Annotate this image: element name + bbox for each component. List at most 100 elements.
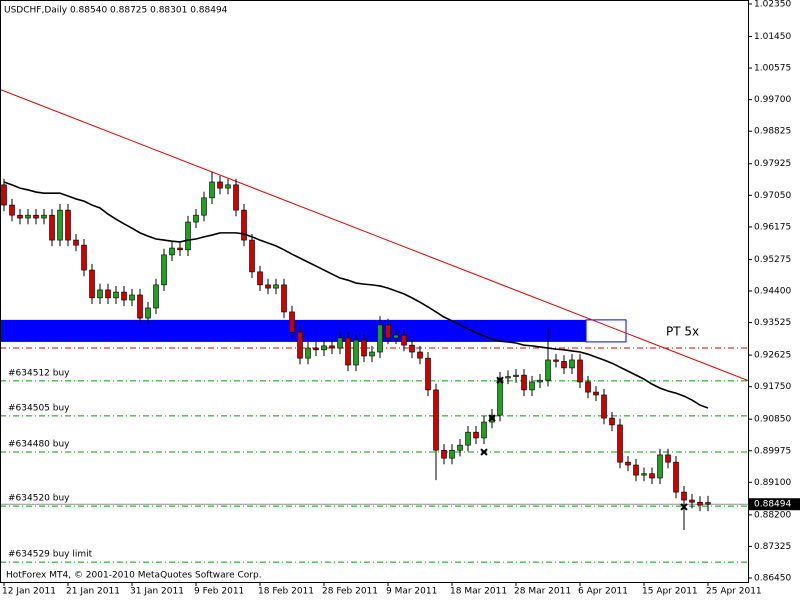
candle-body [297, 331, 303, 359]
y-tick-label: 0.88200 [754, 510, 791, 520]
candle-body [681, 491, 687, 501]
candle-body [609, 417, 615, 426]
candle-body [673, 461, 679, 493]
candle-body [345, 337, 351, 366]
candle-body [25, 214, 31, 219]
footer: HotForex MT4, © 2001-2010 MetaQuotes Sof… [6, 571, 262, 581]
candle-body [697, 501, 703, 506]
order-label: #634505 buy [8, 403, 70, 413]
candle-body [185, 221, 191, 251]
y-tick-label: 0.91750 [754, 382, 791, 392]
trendline [1, 89, 748, 382]
candle-body [665, 454, 671, 463]
trade-marker [480, 448, 488, 456]
candle-body [137, 294, 143, 319]
candle-body [705, 502, 711, 505]
y-tick-label: 1.02350 [754, 0, 791, 9]
x-tick-label: 18 Feb 2011 [258, 587, 314, 597]
zone-outline [585, 319, 627, 343]
candle-body [353, 339, 359, 366]
candle-body [369, 351, 375, 357]
candle-body [537, 379, 543, 383]
candle-body [617, 424, 623, 463]
candle-body [417, 351, 423, 359]
y-tick-label: 1.00575 [754, 64, 791, 74]
candle-body [113, 291, 119, 299]
candle-body [89, 269, 95, 299]
x-tick-label: 18 Mar 2011 [450, 587, 507, 597]
y-tick-label: 0.96175 [754, 222, 791, 232]
candle-body [201, 197, 207, 216]
candle-body [329, 345, 335, 349]
plot-area [1, 89, 748, 563]
y-tick-label: 0.92625 [754, 351, 791, 361]
candle-body [361, 339, 367, 357]
candle-body [441, 449, 447, 459]
candle-body [529, 381, 535, 391]
candle-body [321, 345, 327, 351]
candle-body [57, 209, 63, 241]
candle-body [561, 361, 567, 369]
candle-body [65, 209, 71, 241]
candle-body [657, 454, 663, 479]
candle-body [193, 214, 199, 223]
order-label: #634520 buy [8, 494, 70, 504]
candle-body [433, 389, 439, 451]
order-label: #634529 buy limit [8, 550, 93, 560]
candle-body [313, 347, 319, 351]
candle-body [209, 181, 215, 199]
candle-body [633, 464, 639, 476]
candle-body [393, 334, 399, 339]
candle-body [41, 214, 47, 219]
candle-body [169, 247, 175, 256]
candle-body [1, 184, 7, 206]
candle-body [265, 284, 271, 289]
moving-average [3, 181, 709, 409]
candle-body [225, 184, 231, 189]
candle-body [97, 289, 103, 299]
candle-body [281, 284, 287, 313]
candle-body [577, 359, 583, 383]
candle-body [585, 381, 591, 393]
y-tick-label: 0.97925 [754, 159, 791, 169]
candle-body [641, 473, 647, 476]
trade-marker [496, 376, 504, 384]
candle-body [81, 244, 87, 271]
y-tick-label: 0.99700 [754, 95, 791, 105]
y-tick-label: 0.93525 [754, 318, 791, 328]
candle-body [177, 247, 183, 251]
x-tick-label: 15 Apr 2011 [642, 587, 698, 597]
candle-body [473, 431, 479, 439]
order-label: #634512 buy [8, 368, 70, 378]
candle-body [105, 289, 111, 299]
x-tick-label: 31 Jan 2011 [130, 587, 184, 597]
y-tick-label: 0.87325 [754, 542, 791, 552]
candle-body [553, 359, 559, 362]
candle-body [513, 374, 519, 377]
candle-body [385, 324, 391, 339]
candle-body [457, 444, 463, 451]
candle-body [521, 374, 527, 391]
trade-marker [488, 414, 496, 422]
chart-title: USDCHF,Daily 0.88540 0.88725 0.88301 0.8… [4, 6, 228, 16]
candle-body [401, 334, 407, 346]
x-tick-label: 9 Mar 2011 [386, 587, 437, 597]
last-price-label: 0.88494 [754, 500, 791, 510]
candle-body [145, 307, 151, 319]
candle-body [161, 254, 167, 286]
target-label: PT 5x [666, 324, 699, 338]
candle-body [377, 324, 383, 353]
candle-body [465, 431, 471, 446]
candle-body [569, 359, 575, 369]
candle-body [505, 376, 511, 379]
candle-body [425, 357, 431, 391]
candle-body [121, 291, 127, 301]
candle-body [49, 214, 55, 241]
candle-body [649, 473, 655, 479]
x-tick-label: 6 Apr 2011 [578, 587, 628, 597]
candle-body [257, 271, 263, 286]
candle-body [593, 391, 599, 396]
candle-body [233, 184, 239, 211]
x-tick-label: 28 Mar 2011 [514, 587, 571, 597]
